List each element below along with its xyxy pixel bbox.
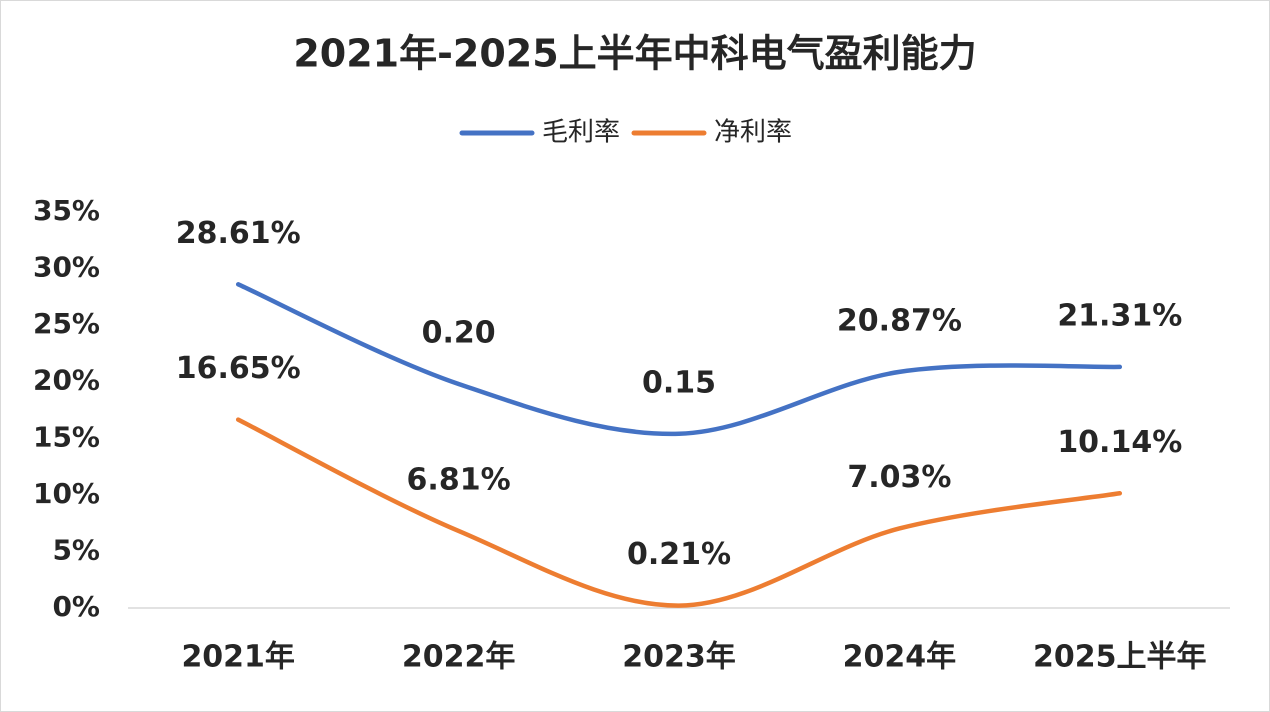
data-label: 20.87% (837, 303, 962, 338)
line (235, 282, 1123, 437)
data-label: 7.03% (847, 460, 951, 495)
x-tick-label: 2022年 (402, 640, 516, 675)
legend-label: 毛利率 (542, 118, 620, 148)
y-tick-label: 10% (33, 477, 100, 510)
x-tick-label: 2021年 (181, 640, 295, 675)
data-label: 28.61% (176, 216, 301, 251)
y-tick-label: 20% (33, 364, 100, 397)
y-tick-label: 30% (33, 251, 100, 284)
y-tick-label: 25% (33, 307, 100, 340)
line (235, 417, 1123, 608)
x-tick-label: 2023年 (622, 640, 736, 675)
data-label: 6.81% (407, 462, 511, 497)
data-label: 16.65% (176, 351, 301, 386)
y-tick-label: 5% (52, 533, 100, 566)
data-label: 21.31% (1057, 298, 1182, 333)
legend: 毛利率 净利率 (459, 118, 792, 148)
data-label: 0.21% (627, 537, 731, 572)
x-tick-label: 2024年 (843, 640, 957, 675)
y-tick-label: 15% (33, 420, 100, 453)
data-label: 10.14% (1057, 425, 1182, 460)
x-tick-label: 2025上半年 (1033, 640, 1207, 675)
y-tick-label: 35% (33, 194, 100, 227)
legend-label: 净利率 (714, 118, 792, 148)
chart-title: 2021年-2025上半年中科电气盈利能力 (293, 32, 976, 76)
y-tick-label: 0% (52, 590, 100, 623)
data-label: 0.20 (422, 315, 496, 350)
data-label: 0.15 (642, 365, 716, 400)
